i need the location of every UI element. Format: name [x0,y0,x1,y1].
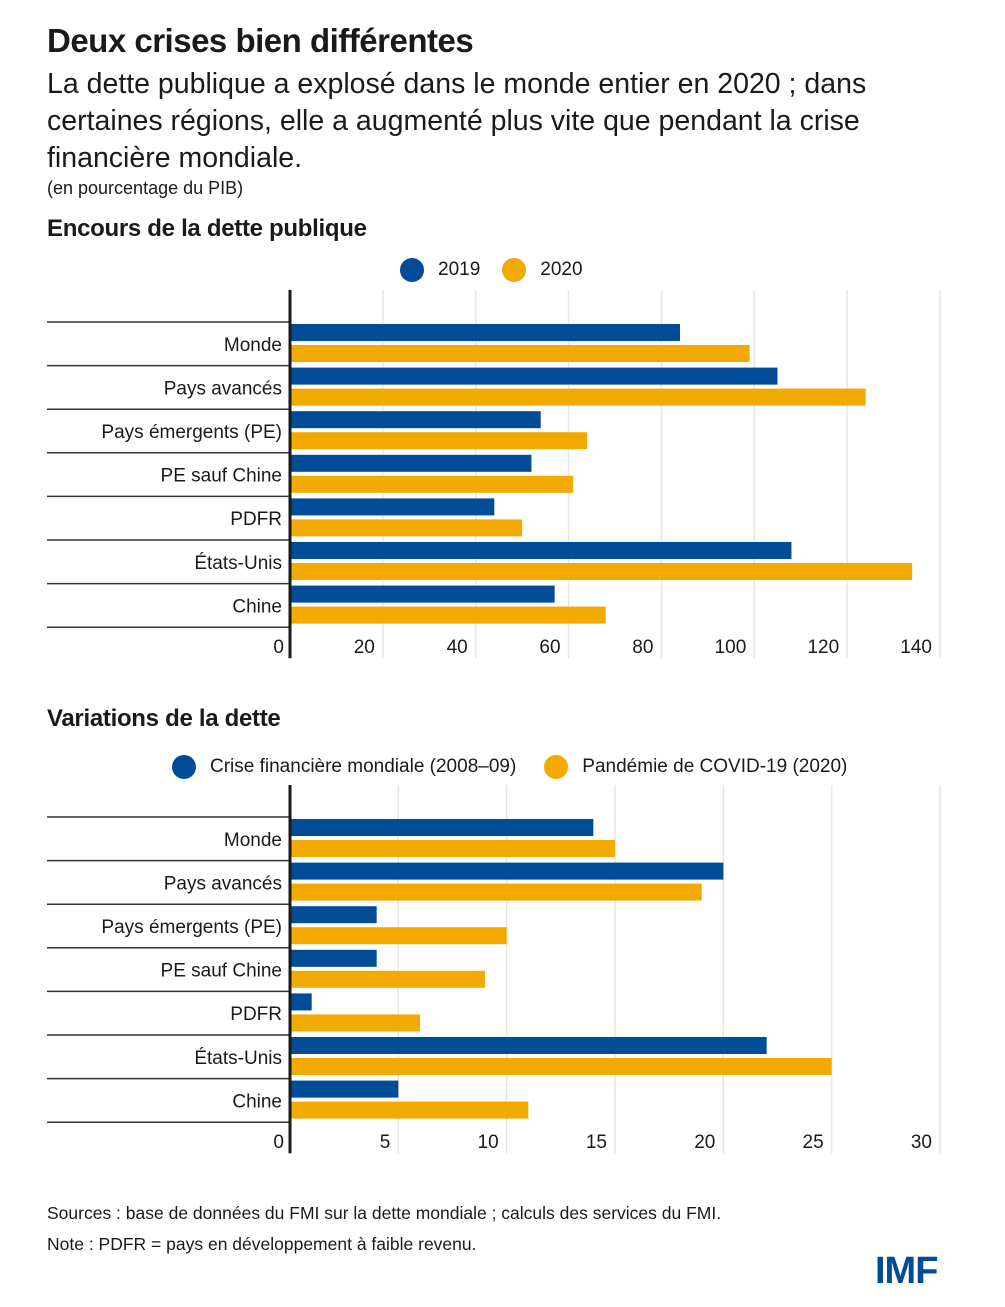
x-tick-label: 40 [447,637,468,658]
chart1-title: Encours de la dette publique [47,215,367,242]
category-label: Pays émergents (PE) [101,422,282,443]
legend-item-2019: 2019 [400,258,480,282]
bar-series2 [290,1014,420,1032]
x-tick-label: 20 [694,1132,715,1153]
x-tick-label: 100 [715,637,747,658]
bar-series1 [290,819,594,836]
category-label: PE sauf Chine [161,466,282,487]
bar-series2 [290,475,574,493]
category-label: Monde [224,335,282,356]
bar-series2 [290,927,507,945]
bar-series1 [290,411,541,429]
x-tick-label: 30 [911,1132,932,1153]
category-label: États-Unis [194,553,282,574]
bar-series1 [290,1080,399,1098]
category-label: Chine [232,1091,282,1112]
x-tick-label: 140 [900,637,932,658]
legend-swatch-blue-icon [400,258,424,282]
category-label: Pays avancés [164,873,282,894]
legend-item-gfc: Crise financière mondiale (2008–09) [172,755,516,779]
legend-swatch-gold-icon [544,755,569,779]
bar-series2 [290,432,588,450]
legend-swatch-blue-icon [172,755,196,779]
bar-series2 [290,606,606,624]
x-tick-label: 0 [273,1132,284,1153]
legend-item-2020: 2020 [502,258,583,282]
units-label: (en pourcentage du PIB) [47,178,244,198]
bar-series1 [290,324,680,341]
legend-label: Crise financière mondiale (2008–09) [210,756,517,777]
x-tick-label: 25 [803,1132,824,1153]
bar-series2 [290,1058,832,1075]
x-tick-label: 0 [273,637,284,658]
bar-series1 [290,1037,767,1054]
legend-label: Pandémie de COVID-19 (2020) [582,756,848,777]
bar-series1 [290,585,555,603]
bar-series2 [290,345,750,362]
chart-debt-stock: Monde Pays avancés Pays émergents (PE) PE s… [47,290,941,659]
category-label: PDFR [230,509,282,530]
bar-series2 [290,883,702,901]
category-label: PE sauf Chine [161,961,282,982]
category-label: Chine [232,596,282,617]
bar-series2 [290,388,866,406]
imf-logo: IMF [875,1250,938,1292]
bar-series1 [290,906,377,924]
legend-label: 2019 [438,259,481,280]
chart-subtitle: La dette publique a explosé dans le mond… [47,68,867,174]
chart-title: Deux crises bien différentes [47,22,474,59]
bar-series1 [290,498,495,516]
chart1-legend: 2019 2020 [400,258,605,282]
bar-series1 [290,862,724,880]
chart2-title: Variations de la dette [47,705,281,732]
legend-swatch-gold-icon [502,258,527,282]
x-tick-label: 80 [632,637,653,658]
x-tick-label: 15 [586,1132,607,1153]
category-label: Monde [224,830,282,851]
x-tick-label: 10 [478,1132,499,1153]
bar-series1 [290,454,532,472]
bar-series2 [290,519,523,537]
bar-series2 [290,970,485,988]
category-label: PDFR [230,1004,282,1025]
legend-item-covid: Pandémie de COVID-19 (2020) [544,755,847,779]
bar-series1 [290,542,792,559]
chart-debt-change: Monde Pays avancés Pays émergents (PE) PE s… [47,785,941,1154]
bar-series2 [290,1101,529,1119]
category-label: États-Unis [194,1048,282,1069]
category-label: Pays avancés [164,378,282,399]
bar-series1 [290,949,377,967]
legend-label: 2020 [540,259,583,280]
sources-note: Sources : base de données du FMI sur la … [47,1203,722,1223]
x-tick-label: 20 [354,637,375,658]
category-label: Pays émergents (PE) [101,917,282,938]
chart2-legend: Crise financière mondiale (2008–09) Pand… [172,755,869,779]
bar-series1 [290,993,312,1011]
bar-series2 [290,840,615,857]
bar-series1 [290,367,778,385]
x-tick-label: 5 [380,1132,391,1153]
bar-series2 [290,563,913,580]
x-tick-label: 60 [539,637,560,658]
definition-note: Note : PDFR = pays en développement à fa… [47,1234,477,1254]
x-tick-label: 120 [807,637,839,658]
